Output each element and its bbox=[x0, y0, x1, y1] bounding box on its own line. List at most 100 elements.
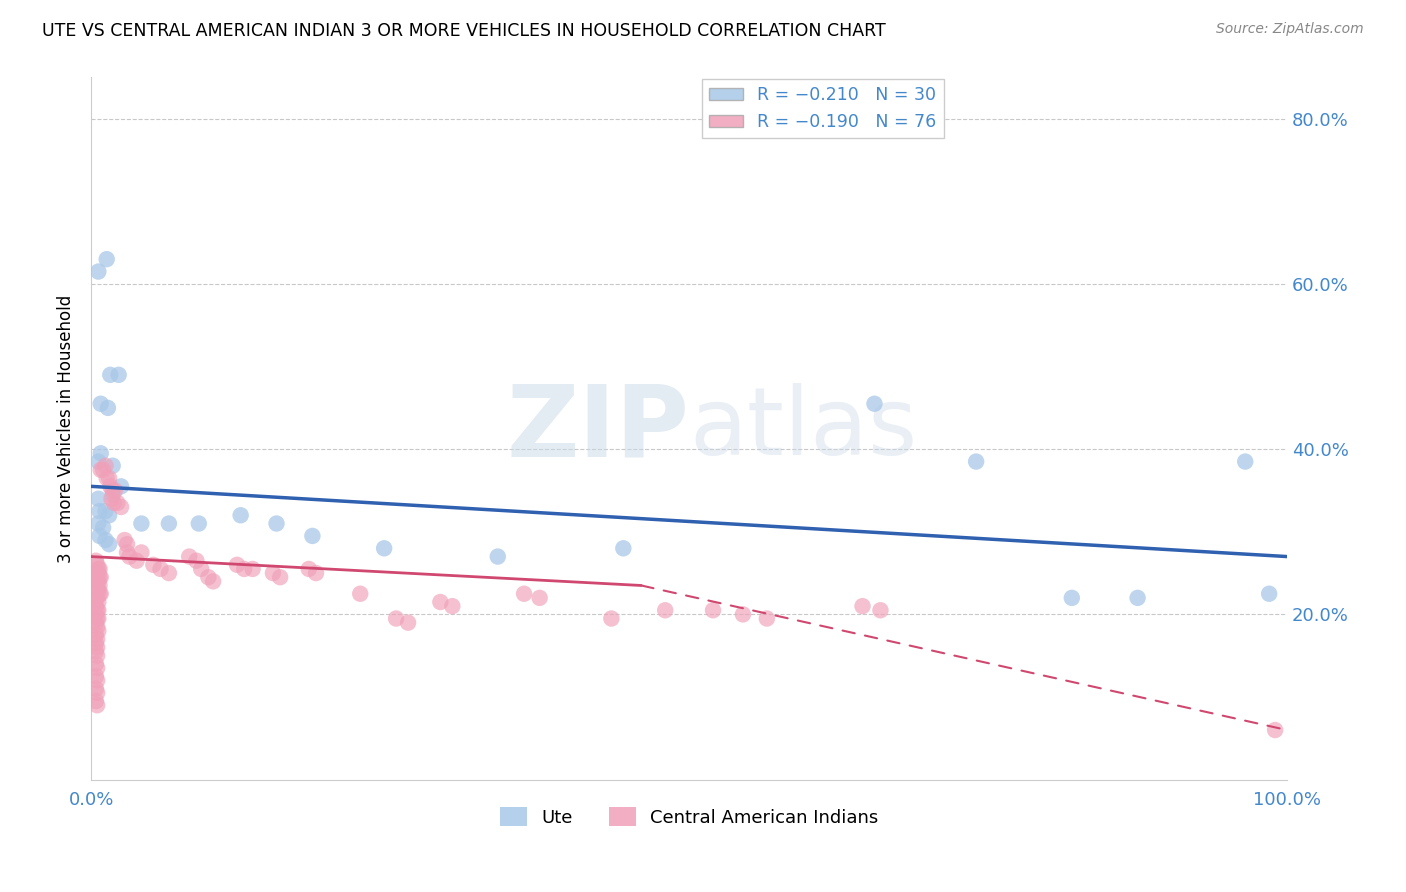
Point bbox=[84, 681, 107, 696]
Point bbox=[107, 368, 129, 382]
Point bbox=[851, 599, 873, 614]
Point bbox=[298, 562, 321, 576]
Point bbox=[86, 640, 108, 655]
Point bbox=[86, 566, 108, 580]
Point bbox=[1126, 591, 1149, 605]
Point bbox=[242, 562, 264, 576]
Point bbox=[90, 446, 112, 460]
Point bbox=[190, 562, 212, 576]
Point bbox=[118, 549, 141, 564]
Point bbox=[89, 504, 111, 518]
Point bbox=[84, 607, 107, 622]
Point bbox=[98, 368, 121, 382]
Point bbox=[110, 479, 132, 493]
Point bbox=[513, 587, 536, 601]
Legend: Ute, Central American Indians: Ute, Central American Indians bbox=[492, 800, 886, 834]
Point bbox=[131, 516, 153, 531]
Point bbox=[84, 615, 107, 630]
Point bbox=[1264, 723, 1286, 737]
Y-axis label: 3 or more Vehicles in Household: 3 or more Vehicles in Household bbox=[58, 294, 75, 563]
Point bbox=[86, 648, 108, 663]
Point bbox=[89, 570, 111, 584]
Point bbox=[87, 566, 110, 580]
Point bbox=[1258, 587, 1281, 601]
Point bbox=[202, 574, 225, 589]
Point bbox=[87, 491, 110, 506]
Point bbox=[301, 529, 323, 543]
Point bbox=[86, 686, 108, 700]
Point bbox=[97, 401, 120, 415]
Point bbox=[269, 570, 291, 584]
Point bbox=[103, 496, 125, 510]
Point bbox=[965, 454, 987, 468]
Point bbox=[262, 566, 284, 580]
Point bbox=[96, 252, 118, 267]
Point bbox=[84, 636, 107, 650]
Point bbox=[84, 628, 107, 642]
Point bbox=[266, 516, 288, 531]
Point bbox=[187, 516, 209, 531]
Point bbox=[87, 582, 110, 597]
Point bbox=[84, 644, 107, 658]
Point bbox=[84, 694, 107, 708]
Point bbox=[91, 463, 114, 477]
Point bbox=[731, 607, 754, 622]
Point bbox=[373, 541, 395, 556]
Point bbox=[86, 582, 108, 597]
Point bbox=[486, 549, 509, 564]
Point bbox=[86, 591, 108, 605]
Point bbox=[98, 471, 121, 485]
Point bbox=[84, 599, 107, 614]
Point bbox=[90, 397, 112, 411]
Point bbox=[654, 603, 676, 617]
Point bbox=[179, 549, 201, 564]
Point bbox=[149, 562, 172, 576]
Point bbox=[107, 496, 129, 510]
Point bbox=[863, 397, 886, 411]
Point bbox=[349, 587, 371, 601]
Point bbox=[86, 611, 108, 625]
Point bbox=[755, 611, 778, 625]
Point bbox=[87, 603, 110, 617]
Point bbox=[87, 264, 110, 278]
Point bbox=[157, 566, 180, 580]
Point bbox=[101, 483, 124, 498]
Point bbox=[86, 603, 108, 617]
Point bbox=[869, 603, 891, 617]
Point bbox=[396, 615, 419, 630]
Point bbox=[98, 508, 121, 523]
Point bbox=[87, 624, 110, 638]
Point bbox=[87, 611, 110, 625]
Point bbox=[305, 566, 328, 580]
Point bbox=[86, 698, 108, 713]
Point bbox=[441, 599, 464, 614]
Point bbox=[529, 591, 551, 605]
Point bbox=[84, 591, 107, 605]
Point bbox=[89, 578, 111, 592]
Point bbox=[115, 537, 138, 551]
Point bbox=[94, 533, 117, 547]
Point bbox=[89, 529, 111, 543]
Point bbox=[101, 458, 124, 473]
Point bbox=[98, 537, 121, 551]
Point bbox=[86, 620, 108, 634]
Point bbox=[226, 558, 249, 572]
Point bbox=[115, 545, 138, 559]
Point bbox=[89, 587, 111, 601]
Point bbox=[84, 669, 107, 683]
Point bbox=[1234, 454, 1257, 468]
Point bbox=[197, 570, 219, 584]
Text: atlas: atlas bbox=[689, 383, 917, 475]
Point bbox=[87, 562, 110, 576]
Point bbox=[98, 479, 121, 493]
Point bbox=[89, 562, 111, 576]
Point bbox=[229, 508, 252, 523]
Text: Source: ZipAtlas.com: Source: ZipAtlas.com bbox=[1216, 22, 1364, 37]
Point bbox=[96, 471, 118, 485]
Point bbox=[86, 574, 108, 589]
Point bbox=[157, 516, 180, 531]
Point bbox=[125, 554, 148, 568]
Point bbox=[1060, 591, 1083, 605]
Point bbox=[702, 603, 724, 617]
Point bbox=[87, 454, 110, 468]
